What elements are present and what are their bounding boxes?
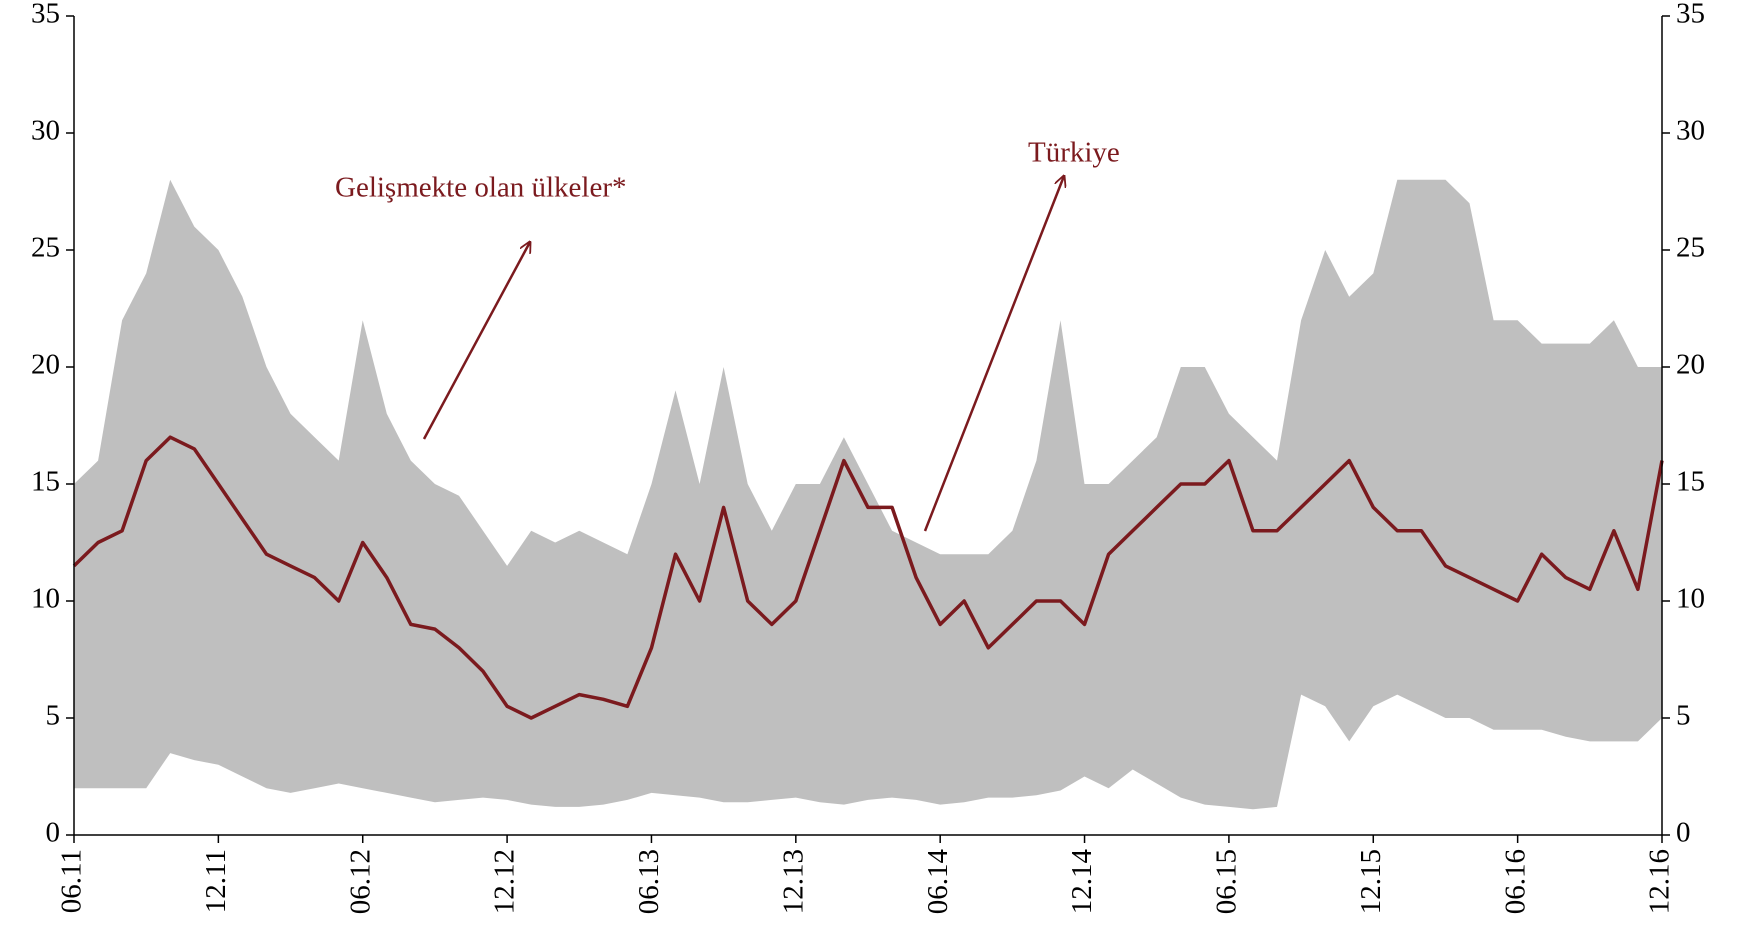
x-tick-label: 06.15 <box>1211 849 1243 914</box>
x-tick-label: 06.11 <box>56 849 88 913</box>
x-tick-label: 06.16 <box>1499 849 1531 914</box>
series-annotation: Türkiye <box>1028 137 1120 169</box>
annotation-arrow <box>422 242 530 440</box>
y-tick-label: 10 <box>31 583 60 615</box>
plot-area <box>72 179 1664 810</box>
x-tick-label: 06.14 <box>922 849 954 915</box>
y2-tick-label: 5 <box>1676 700 1691 732</box>
y2-tick-label: 0 <box>1676 817 1691 849</box>
y2-tick-label: 10 <box>1676 583 1705 615</box>
annotation-arrow <box>923 176 1064 532</box>
y-tick-label: 5 <box>46 700 61 732</box>
series-line <box>72 435 1664 720</box>
x-tick-label: 12.13 <box>777 849 809 914</box>
x-tick-label: 12.14 <box>1066 849 1098 915</box>
y2-tick-label: 20 <box>1676 349 1705 381</box>
y2-tick-label: 15 <box>1676 466 1705 498</box>
band-annotation: Gelişmekte olan ülkeler* <box>335 172 627 204</box>
x-tick-label: 06.13 <box>633 849 665 914</box>
x-tick-label: 12.12 <box>489 849 521 914</box>
y-tick-label: 15 <box>31 466 60 498</box>
x-tick-label: 12.16 <box>1644 849 1676 914</box>
x-tick-label: 12.11 <box>200 849 232 913</box>
range-band <box>74 179 1662 810</box>
y2-tick-label: 35 <box>1676 0 1705 30</box>
y-tick-label: 20 <box>31 349 60 381</box>
x-tick-label: 12.15 <box>1355 849 1387 914</box>
y-tick-label: 0 <box>46 817 61 849</box>
x-tick-label: 06.12 <box>344 849 376 914</box>
y-tick-label: 30 <box>31 115 60 147</box>
y-tick-label: 25 <box>31 232 60 264</box>
y2-tick-label: 25 <box>1676 232 1705 264</box>
y2-tick-label: 30 <box>1676 115 1705 147</box>
y-tick-label: 35 <box>31 0 60 30</box>
